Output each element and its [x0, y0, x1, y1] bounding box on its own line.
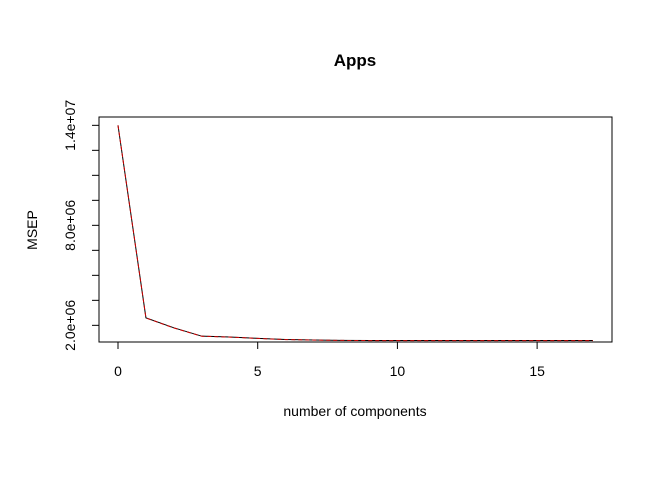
y-tick-label: 8.0e+06 — [62, 200, 78, 251]
chart-title: Apps — [334, 51, 377, 70]
x-tick-label: 5 — [254, 363, 262, 379]
series-line-0 — [117, 125, 593, 341]
x-tick-label: 10 — [390, 363, 406, 379]
series-layer — [117, 125, 593, 342]
y-tick-label: 2.0e+06 — [62, 300, 78, 351]
x-tick-label: 15 — [529, 363, 545, 379]
x-axis-label: number of components — [283, 403, 426, 419]
plot-frame — [98, 116, 613, 343]
x-tick-label: 0 — [114, 363, 122, 379]
y-tick-label: 1.4e+07 — [62, 100, 78, 151]
x-axis: 0 5 10 15 — [114, 342, 545, 379]
series-line-1 — [117, 125, 593, 342]
y-axis-label: MSEP — [24, 210, 40, 250]
y-axis: 2.0e+06 8.0e+06 1.4e+07 — [62, 100, 99, 351]
